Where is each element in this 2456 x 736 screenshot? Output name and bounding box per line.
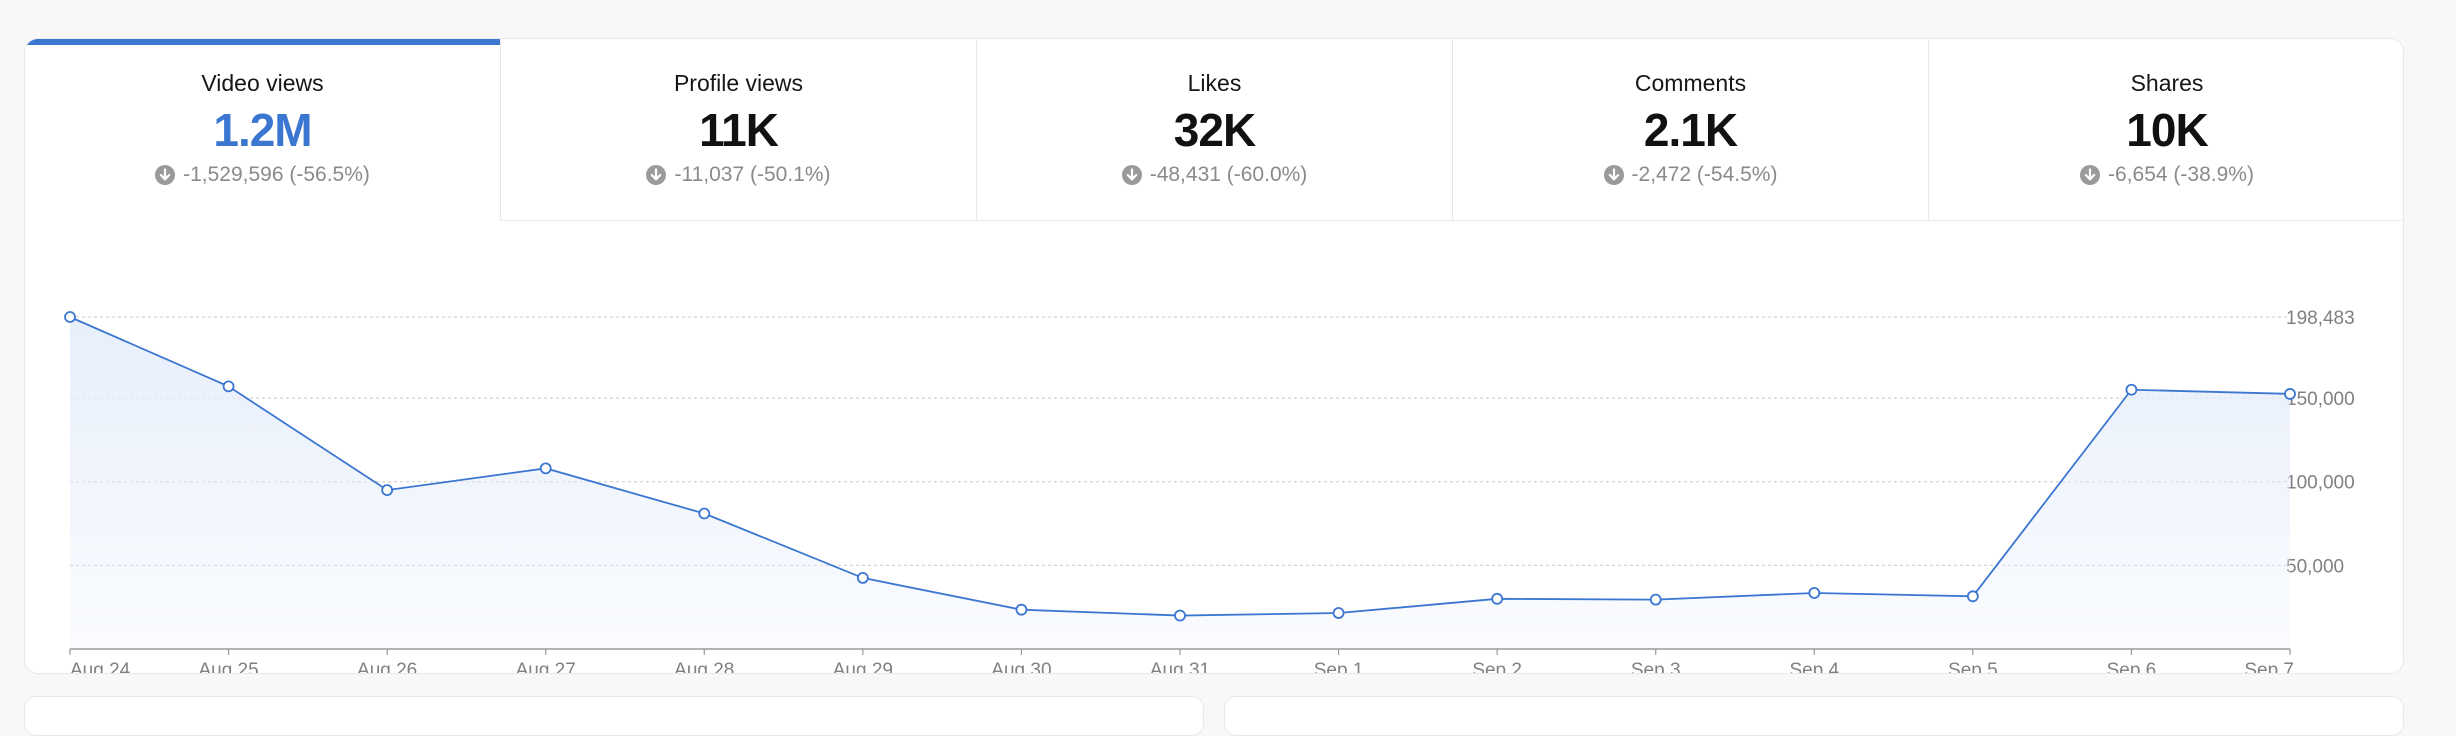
- tab-change: -6,654 (-38.9%): [1929, 163, 2403, 187]
- data-point: [64, 311, 76, 323]
- data-point: [1015, 603, 1028, 616]
- tab-change-text: -2,472 (-54.5%): [1631, 163, 1778, 186]
- x-tick-label: Aug 24: [70, 660, 131, 674]
- tab-label: Comments: [1634, 70, 1747, 96]
- arrow-down-circle-icon: [1603, 165, 1624, 185]
- tab-value: 2.1K: [1643, 104, 1738, 156]
- area-fill: [70, 317, 2290, 649]
- x-tick-label: Aug 29: [833, 660, 893, 674]
- arrow-down-circle-icon: [1121, 165, 1142, 185]
- tab-video-views[interactable]: Video views 1.2M -1,529,596 (-56.5%): [25, 39, 501, 221]
- tab-change: -1,529,596 (-56.5%): [25, 163, 500, 187]
- tab-label: Profile views: [673, 70, 804, 96]
- data-point: [1332, 607, 1345, 619]
- tab-change-text: -48,431 (-60.0%): [1149, 163, 1308, 186]
- x-tick-label: Aug 28: [674, 660, 734, 674]
- data-point: [1966, 590, 1979, 603]
- x-tick-label: Aug 25: [198, 660, 258, 674]
- data-point: [1808, 587, 1821, 599]
- tab-value: 32K: [1173, 104, 1256, 156]
- bottom-panel-left: [24, 696, 1204, 736]
- y-tick-label: 150,000: [2286, 389, 2355, 410]
- arrow-down-circle-icon: [2080, 165, 2101, 185]
- bottom-panel-right: [1224, 696, 2404, 736]
- views-chart: 198,483 150,000 100,000 50,000 Aug 24 Aug 25 A…: [25, 221, 2403, 674]
- tab-change-text: -11,037 (-50.1%): [674, 163, 831, 186]
- tab-change: -11,037 (-50.1%): [501, 163, 976, 187]
- tab-value: 11K: [699, 104, 779, 156]
- x-tick-label: Sep 6: [2107, 660, 2157, 674]
- x-tick-label: Sep 1: [1314, 660, 1364, 674]
- tab-value: 1.2M: [213, 104, 312, 156]
- line-chart: 198,483 150,000 100,000 50,000 Aug 24 Aug 25 A…: [64, 308, 2355, 674]
- tab-shares[interactable]: Shares 10K -6,654 (-38.9%): [1929, 39, 2403, 221]
- data-point: [2284, 388, 2296, 400]
- tab-change-text: -1,529,596 (-56.5%): [183, 163, 370, 186]
- tab-change: -2,472 (-54.5%): [1453, 163, 1928, 187]
- x-tick-label: Aug 26: [357, 660, 417, 674]
- y-tick-label: 50,000: [2286, 556, 2344, 577]
- data-point: [539, 462, 552, 475]
- data-point: [222, 380, 235, 393]
- data-point: [2125, 383, 2138, 396]
- x-tick-label: Sep 4: [1789, 660, 1839, 674]
- analytics-card: Video views 1.2M -1,529,596 (-56.5%) Pro…: [24, 38, 2404, 674]
- x-tick-label: Aug 30: [991, 660, 1051, 674]
- tab-label: Shares: [2130, 70, 2204, 96]
- x-tick-label: Sep 7: [2244, 660, 2294, 674]
- x-tick-label: Sep 3: [1631, 660, 1681, 674]
- tab-label: Video views: [201, 70, 324, 96]
- x-tick-label: Sep 2: [1472, 660, 1522, 674]
- tab-label: Likes: [1187, 70, 1242, 96]
- tab-profile-views[interactable]: Profile views 11K -11,037 (-50.1%): [501, 39, 977, 221]
- tab-change: -48,431 (-60.0%): [977, 163, 1452, 187]
- arrow-down-circle-icon: [646, 165, 667, 185]
- x-tick-label: Aug 31: [1150, 660, 1210, 674]
- x-tick-label: Sep 5: [1948, 660, 1998, 674]
- y-tick-label: 100,000: [2286, 473, 2355, 494]
- data-point: [698, 507, 711, 520]
- metric-tabs: Video views 1.2M -1,529,596 (-56.5%) Pro…: [25, 39, 2403, 221]
- x-tick-label: Aug 27: [516, 660, 576, 674]
- data-point: [381, 484, 394, 496]
- arrow-down-circle-icon: [155, 165, 176, 185]
- tab-likes[interactable]: Likes 32K -48,431 (-60.0%): [977, 39, 1453, 221]
- tab-comments[interactable]: Comments 2.1K -2,472 (-54.5%): [1453, 39, 1929, 221]
- data-point: [1649, 593, 1662, 606]
- y-tick-label: 198,483: [2286, 308, 2355, 329]
- data-point: [1491, 592, 1504, 605]
- data-point: [856, 572, 869, 584]
- tab-value: 10K: [2126, 104, 2208, 156]
- data-point: [1174, 609, 1186, 622]
- tab-change-text: -6,654 (-38.9%): [2108, 163, 2254, 186]
